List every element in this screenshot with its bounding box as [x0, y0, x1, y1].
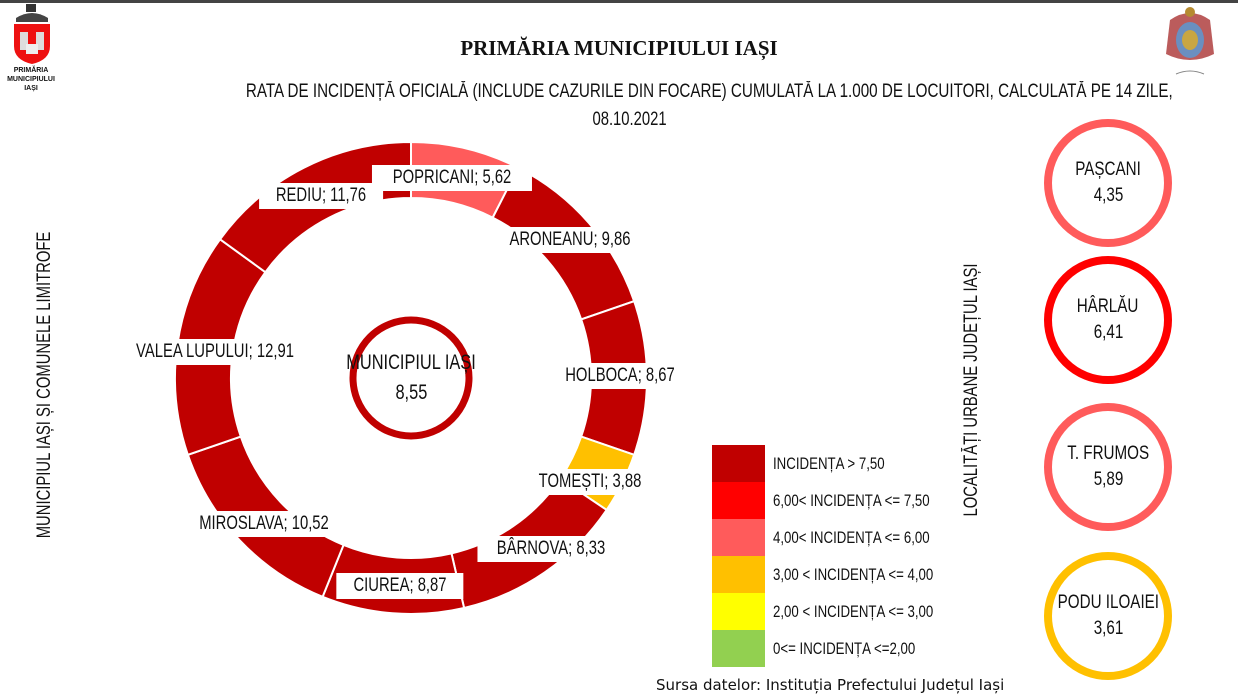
city-coat-of-arms-logo	[14, 4, 50, 64]
top-bar	[0, 0, 1238, 3]
subtitle-line-2: 08.10.2021	[592, 109, 668, 130]
urban-town-circle: PODU ILOAIEI 3,61	[1044, 552, 1172, 680]
legend-item: 2,00 < INCIDENȚA <= 3,00	[712, 593, 979, 630]
segment-label-text: REDIU; 11,76	[275, 185, 367, 206]
legend-item: 0<= INCIDENȚA <=2,00	[712, 630, 979, 667]
legend: INCIDENȚA > 7,50 6,00< INCIDENȚA <= 7,50 4…	[712, 445, 979, 667]
legend-swatch	[712, 593, 765, 630]
segment-label-text: POPRICANI; 5,62	[392, 167, 512, 188]
segment-label-text: MIROSLAVA; 10,52	[199, 513, 329, 534]
source-note: Sursa datelor: Instituția Prefectului Ju…	[656, 676, 1005, 694]
segment-label-text: BÂRNOVA; 8,33	[496, 538, 606, 559]
segment-label: HOLBOCA; 8,67	[545, 363, 695, 389]
town-value: 5,89	[1093, 469, 1123, 490]
urban-town-circle: PAȘCANI 4,35	[1044, 119, 1172, 247]
town-value: 4,35	[1093, 185, 1123, 206]
legend-item: INCIDENȚA > 7,50	[712, 445, 979, 482]
center-label: MUNICIPIUL IAȘI 8,55	[328, 348, 494, 408]
legend-item: 6,00< INCIDENȚA <= 7,50	[712, 482, 979, 519]
town-value: 3,61	[1093, 618, 1123, 639]
legend-label: 0<= INCIDENȚA <=2,00	[773, 638, 916, 658]
center-name: MUNICIPIUL IAȘI	[346, 351, 476, 374]
town-name: PAȘCANI	[1075, 159, 1141, 180]
segment-label-text: TOMEȘTI; 3,88	[538, 471, 642, 492]
segment-label: BÂRNOVA; 8,33	[477, 536, 625, 562]
legend-label: 6,00< INCIDENȚA <= 7,50	[773, 490, 930, 510]
segment-label: MIROSLAVA; 10,52	[176, 511, 352, 537]
legend-swatch	[712, 630, 765, 667]
segment-label-text: HOLBOCA; 8,67	[565, 365, 675, 386]
center-value: 8,55	[395, 381, 427, 404]
legend-label: 4,00< INCIDENȚA <= 6,00	[773, 527, 930, 547]
segment-label-text: CIUREA; 8,87	[353, 575, 447, 596]
subtitle-line-1: RATA DE INCIDENȚĂ OFICIALĂ (INCLUDE CAZU…	[245, 81, 1173, 102]
legend-item: 4,00< INCIDENȚA <= 6,00	[712, 519, 979, 556]
legend-item: 3,00 < INCIDENȚA <= 4,00	[712, 556, 979, 593]
segment-label: REDIU; 11,76	[259, 183, 383, 209]
logo-caption: PRIMĂRIA MUNICIPIULUI IAȘI	[7, 67, 55, 92]
segment-label-text: VALEA LUPULUI; 12,91	[136, 341, 294, 362]
town-value: 6,41	[1093, 322, 1123, 343]
segment-label: ARONEANU; 9,86	[488, 227, 652, 253]
center-ring	[349, 316, 473, 440]
legend-swatch	[712, 482, 765, 519]
subtitle: RATA DE INCIDENȚĂ OFICIALĂ (INCLUDE CAZU…	[130, 78, 1173, 134]
urban-town-circle: HÂRLĂU 6,41	[1044, 256, 1172, 384]
segment-label-text: ARONEANU; 9,86	[509, 229, 631, 250]
county-coat-of-arms-logo	[1166, 7, 1214, 75]
legend-label: 2,00 < INCIDENȚA <= 3,00	[773, 601, 934, 621]
town-name: PODU ILOAIEI	[1057, 592, 1159, 613]
town-name: HÂRLĂU	[1077, 296, 1139, 317]
town-name: T. FRUMOS	[1067, 443, 1149, 464]
segment-label: CIUREA; 8,87	[336, 573, 464, 599]
legend-label: INCIDENȚA > 7,50	[773, 453, 885, 473]
segment-label: VALEA LUPULUI; 12,91	[109, 339, 321, 365]
segment-label: POPRICANI; 5,62	[371, 165, 533, 191]
urban-town-circle: T. FRUMOS 5,89	[1044, 403, 1172, 531]
page-title: PRIMĂRIA MUNICIPIULUI IAȘI	[460, 36, 778, 60]
legend-label: 3,00 < INCIDENȚA <= 4,00	[773, 564, 934, 584]
segment-label: TOMEȘTI; 3,88	[520, 469, 660, 495]
legend-swatch	[712, 445, 765, 482]
legend-swatch	[712, 519, 765, 556]
legend-swatch	[712, 556, 765, 593]
